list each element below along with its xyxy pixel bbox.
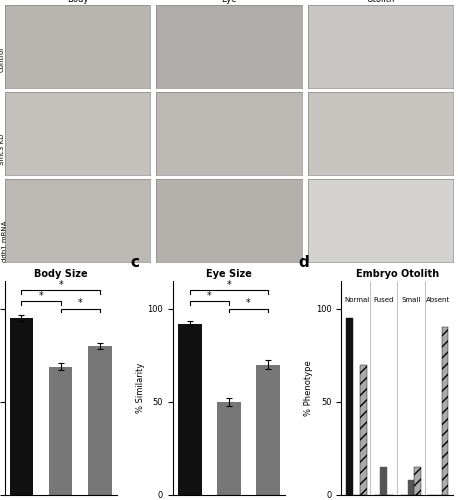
Text: *: * [246, 298, 251, 308]
Title: Body Size: Body Size [34, 268, 87, 278]
Y-axis label: Smc3 KD: Smc3 KD [0, 134, 5, 165]
Bar [217, 402, 241, 495]
Title: Eye: Eye [221, 0, 237, 4]
Bar [256, 364, 280, 495]
Bar [360, 364, 367, 495]
Text: *: * [38, 291, 44, 301]
Text: *: * [78, 298, 83, 308]
Y-axis label: % Phenotype: % Phenotype [304, 360, 313, 416]
Bar [88, 346, 112, 495]
Bar [49, 366, 72, 495]
Title: Body: Body [67, 0, 88, 4]
Y-axis label: Smc3 KD +
ddb1 mRNA: Smc3 KD + ddb1 mRNA [0, 220, 8, 262]
Text: *: * [58, 280, 63, 289]
Text: *: * [207, 291, 212, 301]
Y-axis label: % Similarity: % Similarity [136, 362, 145, 413]
Bar [442, 328, 448, 495]
Bar [414, 467, 421, 495]
Text: c: c [130, 255, 139, 270]
Text: Normal: Normal [344, 297, 369, 303]
Text: d: d [299, 255, 309, 270]
Bar [380, 467, 387, 495]
Bar [178, 324, 202, 495]
Text: Fused: Fused [374, 297, 394, 303]
Title: Eye Size: Eye Size [206, 268, 252, 278]
Text: Small: Small [401, 297, 420, 303]
Text: *: * [227, 280, 231, 289]
Title: Otolith: Otolith [366, 0, 395, 4]
Bar [346, 318, 353, 495]
Bar [10, 318, 33, 495]
Title: Embryo Otolith: Embryo Otolith [356, 268, 439, 278]
Bar [408, 480, 414, 495]
Text: Absent: Absent [426, 297, 450, 303]
Y-axis label: Control: Control [0, 46, 5, 72]
